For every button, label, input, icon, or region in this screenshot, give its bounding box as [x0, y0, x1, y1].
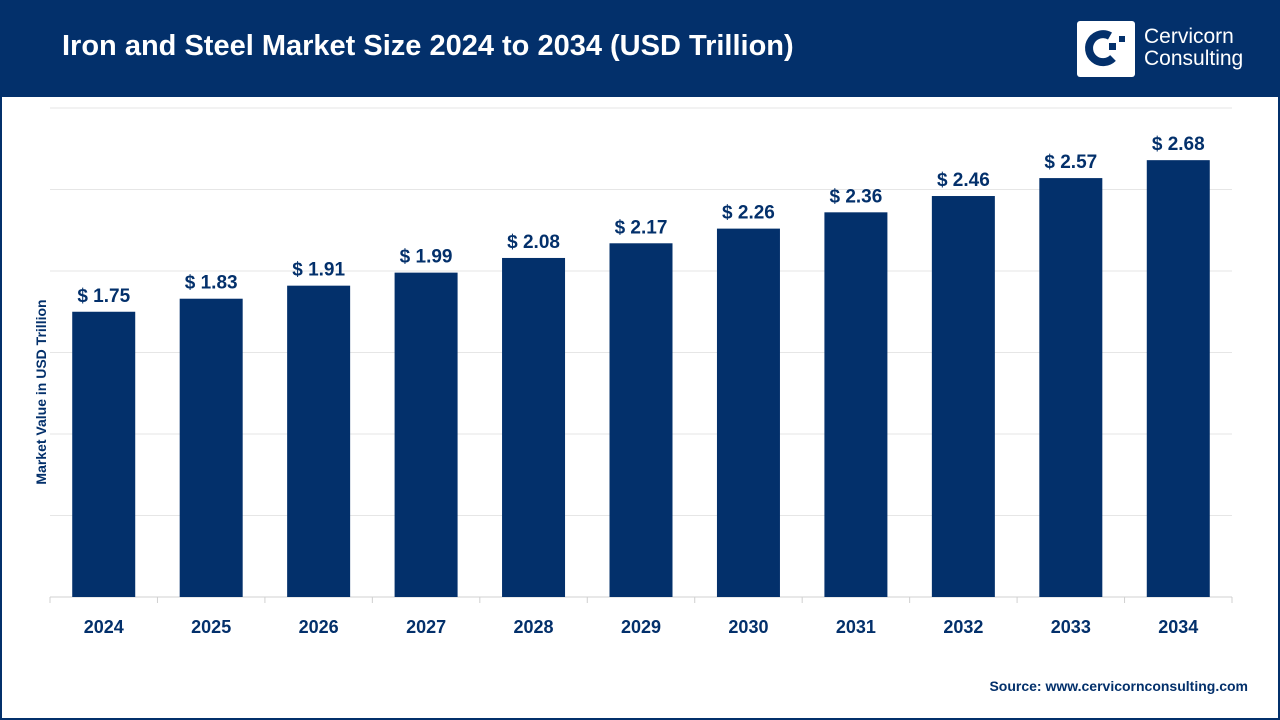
x-tick-label: 2025	[191, 617, 231, 637]
bar-2026	[287, 285, 351, 597]
x-tick-label: 2028	[514, 617, 554, 637]
bar-2024	[72, 311, 136, 597]
logo-line2: Consulting	[1144, 47, 1244, 70]
data-label: $ 1.75	[77, 286, 130, 307]
x-tick-label: 2030	[728, 617, 768, 637]
logo-text: Cervicorn Consulting	[1144, 26, 1243, 70]
bar-2031	[824, 212, 888, 597]
x-tick-label: 2031	[836, 617, 876, 637]
data-label: $ 2.17	[615, 217, 668, 238]
chart-title: Iron and Steel Market Size 2024 to 2034 …	[62, 30, 794, 62]
x-tick-label: 2024	[84, 617, 124, 637]
x-tick-label: 2026	[299, 617, 339, 637]
data-label: $ 2.68	[1152, 134, 1205, 155]
logo-line1: Cervicorn	[1144, 25, 1234, 48]
bar-2034	[1146, 160, 1210, 597]
logo-icon	[1077, 21, 1135, 77]
bar-2027	[394, 272, 458, 597]
data-label: $ 1.83	[185, 273, 238, 294]
bar-2028	[502, 257, 566, 597]
x-tick-label: 2029	[621, 617, 661, 637]
x-tick-label: 2034	[1158, 617, 1198, 637]
data-label: $ 2.26	[722, 203, 775, 224]
bar-2033	[1039, 178, 1103, 597]
x-tick-label: 2027	[406, 617, 446, 637]
data-label: $ 2.57	[1044, 152, 1097, 173]
source-text: Source: www.cervicornconsulting.com	[989, 678, 1248, 694]
data-label: $ 1.99	[400, 247, 453, 268]
bar-2025	[179, 298, 243, 597]
data-label: $ 2.08	[507, 232, 560, 253]
data-label: $ 2.36	[829, 186, 882, 207]
header: Iron and Steel Market Size 2024 to 2034 …	[0, 0, 1280, 97]
data-label: $ 1.91	[292, 260, 345, 281]
data-label: $ 2.46	[937, 170, 990, 191]
bar-2030	[716, 228, 780, 597]
bar-2032	[931, 196, 995, 597]
x-tick-label: 2032	[943, 617, 983, 637]
bar-2029	[609, 243, 673, 598]
x-tick-label: 2033	[1051, 617, 1091, 637]
